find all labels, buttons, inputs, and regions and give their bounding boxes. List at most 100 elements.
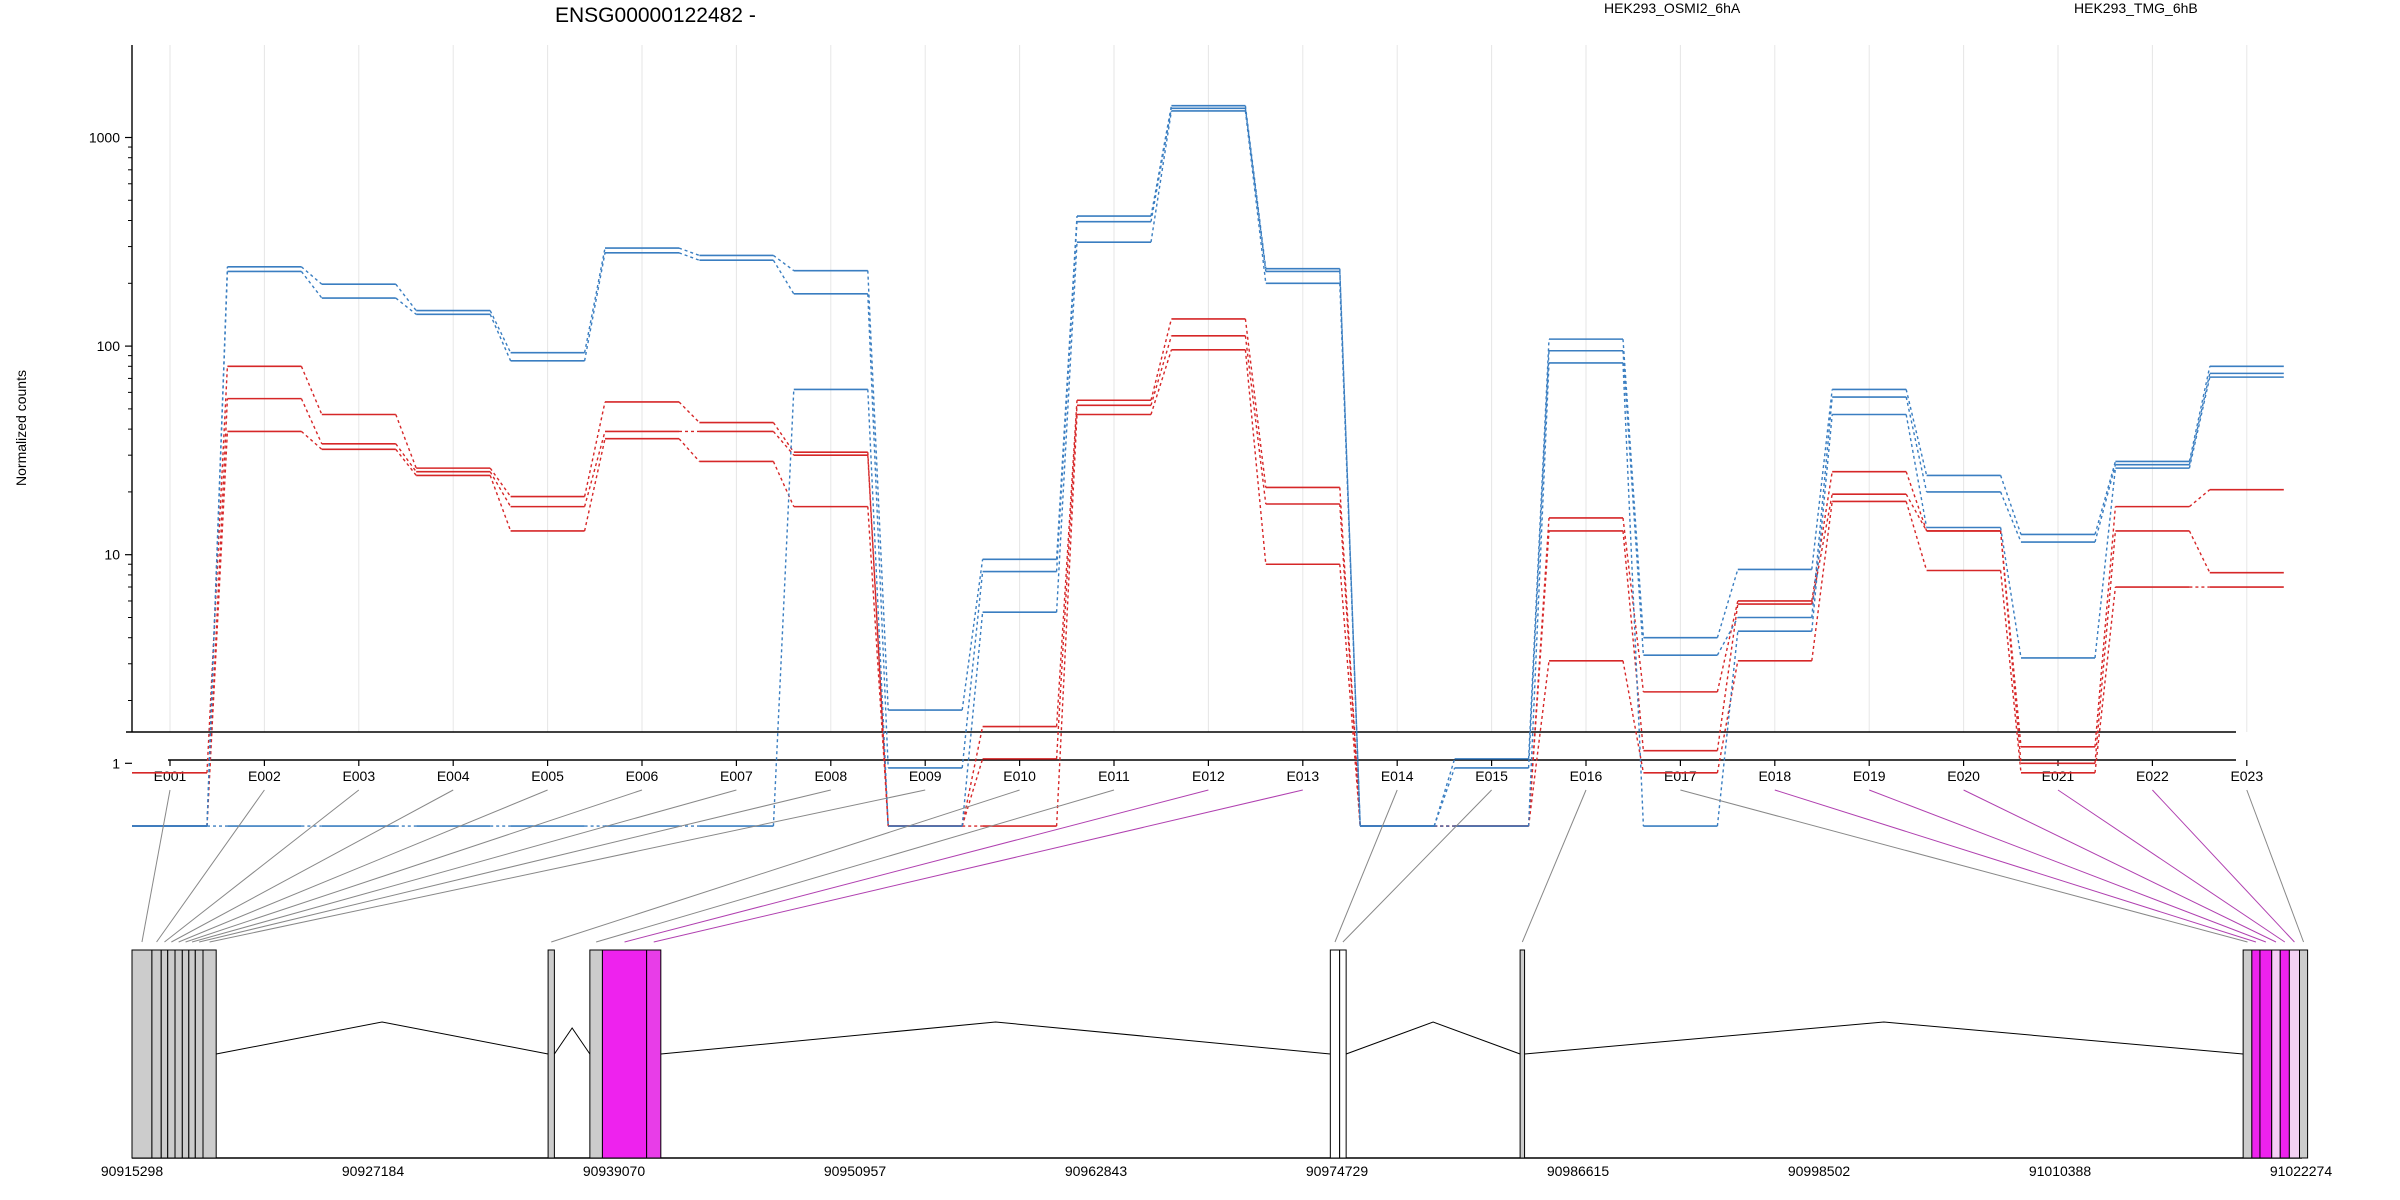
x-tick-label: E011 (1098, 768, 1130, 784)
exon-box (131, 949, 153, 1159)
exon-box (547, 949, 555, 1159)
series-transition (678, 401, 700, 424)
series-transition (1527, 660, 1550, 827)
exon-box (181, 949, 190, 1159)
exon-box (194, 949, 204, 1159)
gene-model: 90915298 90927184 90939070 90950957 90962843… (101, 949, 2333, 1179)
x-tick-label: E012 (1192, 768, 1225, 784)
exon-connector (1869, 789, 2267, 943)
exon-connector (2057, 789, 2286, 943)
series-transition (1244, 335, 1267, 505)
series-line (132, 348, 2284, 827)
series-transition (1527, 530, 1550, 827)
series-transition (489, 314, 512, 362)
exon-connector (171, 789, 454, 943)
x-tick-label: E022 (2136, 768, 2169, 784)
y-tick-label: 1000 (89, 130, 120, 146)
series-transition (2188, 489, 2211, 508)
series-transition (206, 271, 229, 827)
series-transition (1339, 283, 1361, 827)
series-transition (961, 726, 984, 827)
exon-box (1339, 949, 1347, 1159)
series-transition (2094, 586, 2117, 773)
exon-connector (209, 789, 926, 943)
series-transition (1150, 318, 1173, 401)
exon-connector (2152, 789, 2295, 943)
exon-box (2251, 949, 2261, 1159)
y-axis-label: Normalized counts (13, 370, 29, 486)
series-transition (772, 461, 795, 507)
intron-line (1524, 1021, 2244, 1055)
exon-connector (185, 789, 643, 943)
exon-box (2279, 949, 2290, 1159)
y-tick-label: 100 (97, 338, 121, 354)
series-transition (1150, 110, 1173, 243)
exon-connector (1342, 789, 1492, 943)
series-transition (2094, 506, 2117, 747)
series-transition (300, 430, 323, 450)
x-tick-label: E021 (2042, 768, 2075, 784)
x-tick-label: E018 (1758, 768, 1791, 784)
series-transition (395, 297, 417, 315)
series-transition (1244, 110, 1267, 284)
series-transition (1055, 221, 1078, 572)
series-transition (1811, 501, 1833, 661)
exon-connector (2246, 789, 2305, 943)
series-transition (1150, 349, 1173, 415)
genomic-coordinate-label: 90927184 (342, 1163, 405, 1179)
series-transition (489, 310, 512, 353)
series-transition (678, 438, 700, 462)
x-tick-label: E001 (154, 768, 187, 784)
axes: 1 10 100 1000 E001 E002 E003 E004 E005 E006 E007 E0… (89, 45, 2263, 784)
chart-title: ENSG00000122482 - (555, 4, 756, 27)
series-transition (1811, 414, 1833, 632)
intron-line (553, 1027, 591, 1055)
series-transition (1055, 242, 1078, 613)
series-transition (1150, 335, 1173, 406)
x-tick-label: E005 (531, 768, 564, 784)
intron-line (660, 1021, 1331, 1055)
series-transition (1055, 400, 1078, 727)
x-tick-label: E010 (1003, 768, 1036, 784)
x-tick-label: E009 (909, 768, 942, 784)
series-transition (206, 398, 229, 827)
exon-connector (178, 789, 548, 943)
series-transition (1905, 396, 1928, 493)
y-tick-label: 10 (104, 547, 120, 563)
exon-box (160, 949, 169, 1159)
series-transition (2188, 366, 2211, 462)
genomic-coordinate-label: 90974729 (1306, 1163, 1369, 1179)
series-transition (1622, 350, 1645, 656)
exon-connector (1521, 789, 1587, 943)
exon-box (151, 949, 162, 1159)
series-transition (1055, 414, 1078, 827)
series-transition (206, 366, 229, 773)
exon-connector (1774, 789, 2257, 943)
intron-line (1345, 1021, 1521, 1055)
series-transition (1622, 362, 1645, 827)
exon-connector (199, 789, 831, 943)
series-transition (1999, 527, 2022, 659)
exon-connector (1963, 789, 2277, 943)
genomic-coordinate-label: 90998502 (1788, 1163, 1851, 1179)
series-transition (2094, 464, 2117, 543)
x-tick-label: E023 (2230, 768, 2263, 784)
exon-box (2288, 949, 2300, 1159)
x-tick-label: E008 (814, 768, 847, 784)
series-transition (1716, 631, 1739, 827)
series-transition (678, 252, 700, 261)
exon-connector (551, 789, 1020, 943)
series-layer (132, 104, 2284, 827)
x-tick-label: E004 (437, 768, 470, 784)
exon-box (2259, 949, 2273, 1159)
genomic-coordinate-label: 91022274 (2270, 1163, 2333, 1179)
series-transition (2094, 461, 2117, 535)
x-tick-label: E019 (1853, 768, 1886, 784)
series-transition (2094, 530, 2117, 764)
series-transition (1622, 530, 1645, 751)
genomic-coordinate-label: 90962843 (1065, 1163, 1128, 1179)
x-tick-label: E020 (1947, 768, 1980, 784)
exon-connector (156, 789, 265, 943)
series-transition (1811, 389, 1833, 570)
genomic-coordinate-label: 90939070 (583, 1163, 646, 1179)
